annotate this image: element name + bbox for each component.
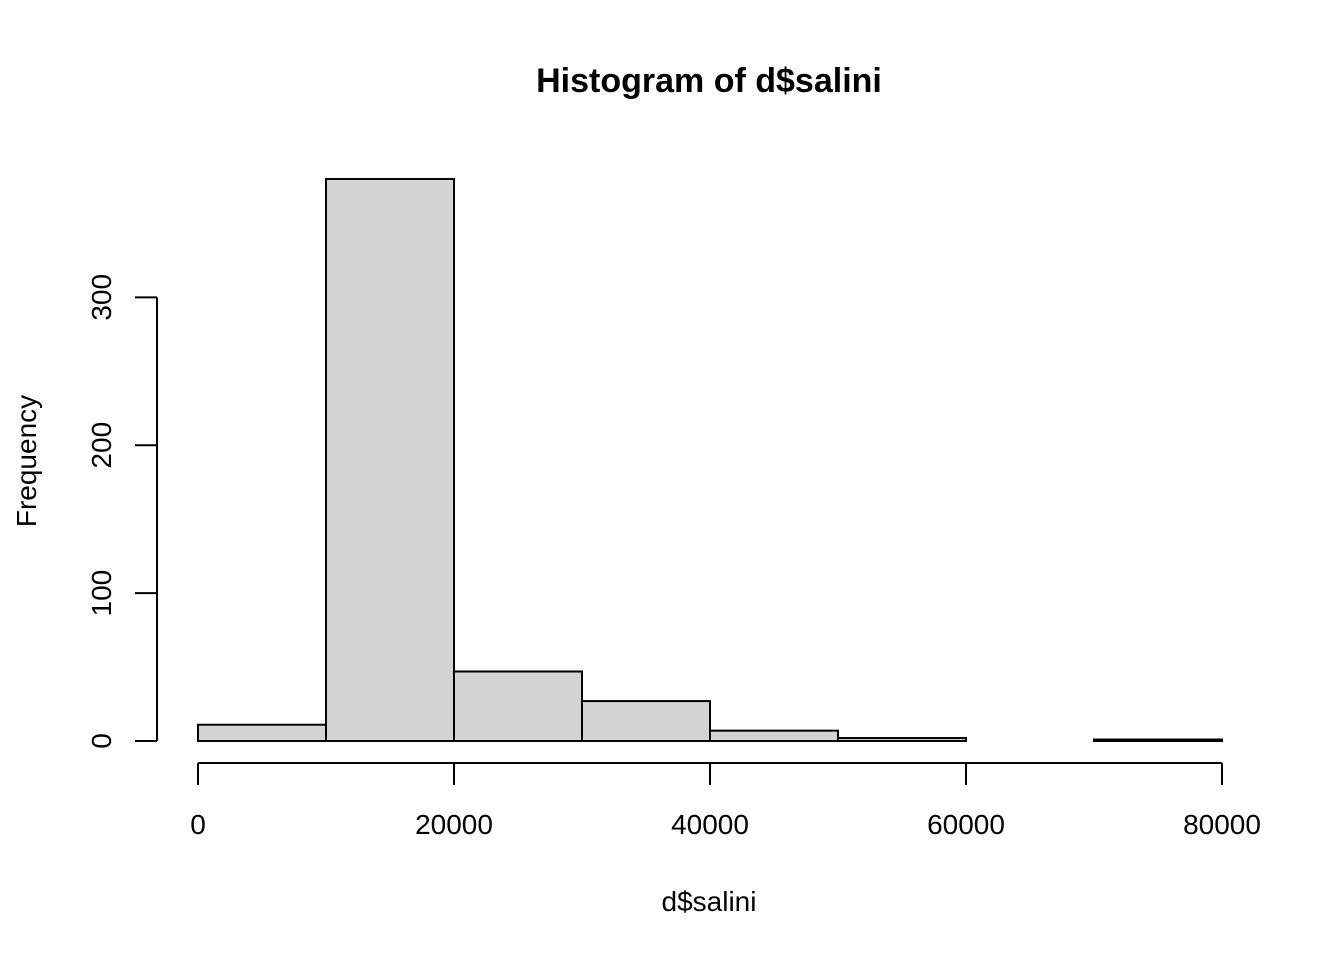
- x-tick-label-3: 60000: [927, 809, 1005, 840]
- bars-group: [197, 178, 1223, 743]
- histogram-bar-4: [709, 729, 839, 742]
- x-tick-label-1: 20000: [415, 809, 493, 840]
- x-axis-label: d$salini: [662, 886, 757, 917]
- x-tick-label-4: 80000: [1183, 809, 1261, 840]
- histogram-bar-2: [453, 670, 583, 743]
- chart-title: Histogram of d$salini: [536, 62, 882, 100]
- histogram-bar-7: [1093, 738, 1223, 743]
- x-tick-label-0: 0: [190, 809, 206, 840]
- y-axis-label: Frequency: [11, 395, 42, 527]
- y-tick-label-1: 100: [86, 570, 117, 617]
- y-tick-label-2: 200: [86, 422, 117, 469]
- histogram-bar-1: [325, 178, 455, 742]
- y-tick-label-0: 0: [86, 733, 117, 749]
- x-axis: 0 20000 40000 60000 80000: [190, 762, 1261, 840]
- y-axis: 0 100 200 300: [86, 274, 158, 749]
- histogram-bar-5: [837, 737, 967, 743]
- x-tick-label-2: 40000: [671, 809, 749, 840]
- histogram-bar-0: [197, 723, 327, 742]
- y-tick-label-3: 300: [86, 274, 117, 321]
- histogram-bar-3: [581, 700, 711, 742]
